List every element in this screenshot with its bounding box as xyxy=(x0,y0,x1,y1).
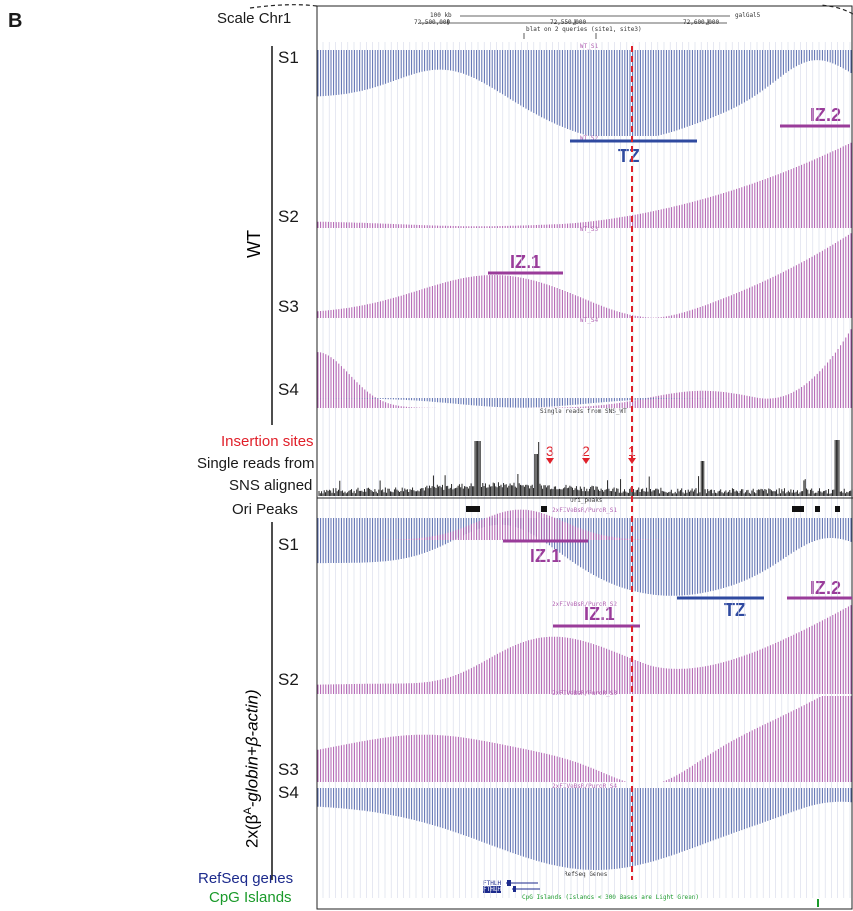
zone-wt-iz2: IZ.2 xyxy=(810,105,842,125)
wt-s4-blue-signal xyxy=(317,398,730,408)
insertion-number-3: 3 xyxy=(546,443,554,459)
ori-track-title: Ori_peaks xyxy=(570,497,603,504)
zone-wt-iz1: IZ.1 xyxy=(510,252,542,272)
insertion-number-2: 2 xyxy=(582,443,590,459)
tg-track-title-3: 2xFIVeBsR/PuroR_S3 xyxy=(552,690,618,697)
ori-peak xyxy=(541,506,547,512)
tg-stage-s3: S3 xyxy=(278,760,299,779)
cpg-track-title: CpG Islands (Islands < 300 Bases are Lig… xyxy=(522,894,700,901)
panel-letter: B xyxy=(8,10,23,32)
zoom-connector-right xyxy=(819,4,853,15)
sns-reads-histogram xyxy=(318,440,853,496)
ruler-scale-text: 100 kb xyxy=(430,12,452,19)
wt-s2-signal xyxy=(317,142,852,228)
tg-stage-s2: S2 xyxy=(278,670,299,689)
refseq-label: RefSeq genes xyxy=(198,870,294,887)
ori-peak xyxy=(815,506,820,512)
ruler-blat-text: blat on 2 queries (site1, site3) xyxy=(526,26,642,33)
insertion-arrow xyxy=(546,458,554,464)
ori-peak xyxy=(835,506,840,512)
zone-tg-iz1-s2: IZ.1 xyxy=(584,604,616,624)
tg-track-title-2: 2xFIVeBsR/PuroR_S2 xyxy=(552,601,618,608)
tg-track-title-4: 2xFIVeBsR/PuroR_S4 xyxy=(552,783,618,790)
tg-s1-signal xyxy=(317,518,852,596)
ori-peak xyxy=(792,506,804,512)
wt-s4-signal xyxy=(317,329,852,408)
wt-stage-s1: S1 xyxy=(278,48,299,67)
scale-label: Scale Chr1 xyxy=(217,10,292,27)
wt-s1-signal xyxy=(317,50,852,136)
tg-track-title-1: 2xFIVeBsR/PuroR_S1 xyxy=(552,507,618,514)
zone-tg-tz: TZ xyxy=(724,600,746,620)
zone-tg-iz2: IZ.2 xyxy=(810,578,842,598)
refseq-track-title: RefSeq Genes xyxy=(564,871,608,878)
ori-peak xyxy=(466,506,480,512)
wt-stage-s3: S3 xyxy=(278,297,299,316)
gene-exon xyxy=(513,886,516,892)
tg-s2-signal xyxy=(317,605,852,694)
ruler-assembly: galGal5 xyxy=(735,12,761,19)
ori-peaks-label: Ori Peaks xyxy=(232,501,298,518)
zone-tg-iz1-s1: IZ.1 xyxy=(530,546,562,566)
gene-name-2: FTHLH xyxy=(483,886,502,893)
wt-track-title-2: WT_S2 xyxy=(580,135,599,142)
tg-s4-signal xyxy=(317,788,852,870)
ruler-position-1: 72,500,000 xyxy=(414,19,451,26)
sns-label-line1: Single reads from xyxy=(197,455,315,472)
tg-s3-signal xyxy=(317,696,852,782)
zoom-connector-left xyxy=(249,4,318,9)
cpg-label: CpG Islands xyxy=(209,889,292,906)
tg-stage-s4: S4 xyxy=(278,783,299,802)
zone-wt-tz: TZ xyxy=(618,146,640,166)
wt-s3-signal xyxy=(317,233,852,318)
wt-track-title-4: WT_S4 xyxy=(580,317,599,324)
wt-track-title-3: WT_S3 xyxy=(580,226,599,233)
wt-stage-s2: S2 xyxy=(278,207,299,226)
gene-exon xyxy=(507,880,511,886)
cpg-island-mark xyxy=(817,899,819,907)
insertion-arrow xyxy=(582,458,590,464)
ruler-position-2: 72,550,000 xyxy=(550,19,587,26)
sns-label-line2: SNS aligned xyxy=(229,477,313,494)
wt-stage-s4: S4 xyxy=(278,380,299,399)
ruler-position-3: 72,600,000 xyxy=(683,19,720,26)
gene-name-1: FTHLH xyxy=(483,880,502,887)
insertion-sites-label: Insertion sites xyxy=(221,433,314,450)
wt-track-title-1: WT_S1 xyxy=(580,43,599,50)
tg-stage-s1: S1 xyxy=(278,535,299,554)
browser-frame xyxy=(316,5,853,910)
tg-s1-purple-signal xyxy=(366,509,675,540)
